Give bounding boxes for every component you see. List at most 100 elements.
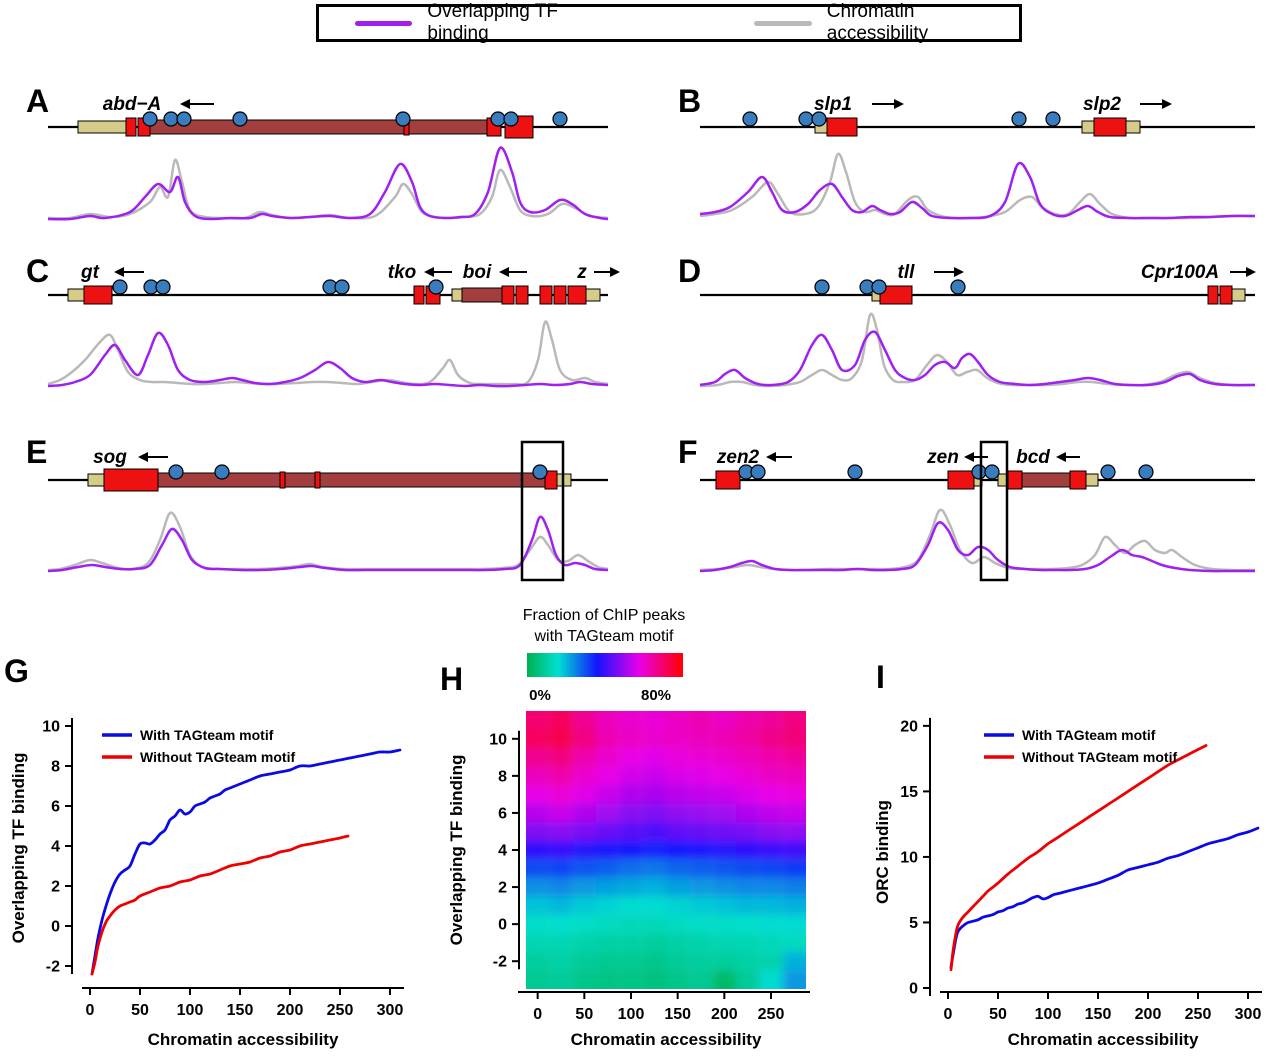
panel-letter-H: H — [440, 661, 463, 697]
orc-site-dot — [847, 464, 863, 480]
colorbar-title-line: with TAGteam motif — [534, 628, 675, 645]
gene-exon-box — [83, 285, 113, 305]
gene-body-box — [461, 287, 503, 303]
x-tick-label: 200 — [711, 1006, 738, 1023]
panel-letter-F: F — [678, 434, 698, 470]
gene-body-box — [149, 119, 488, 135]
gene-exon-box — [1069, 470, 1087, 490]
gene-direction-arrow — [138, 452, 168, 462]
gene-direction-arrow — [766, 452, 792, 462]
gene-tick-box — [314, 471, 321, 489]
orc-site-dot — [142, 111, 158, 127]
series-with-motif — [949, 826, 1260, 969]
orc-site-dot — [971, 464, 987, 480]
x-tick-label: 200 — [277, 1002, 304, 1019]
gene-exon-box — [125, 117, 137, 137]
y-tick-label: -2 — [493, 954, 507, 971]
x-tick-label: 100 — [177, 1002, 204, 1019]
y-axis: 0 5 10 15 20 — [900, 717, 931, 998]
gene-exon-box — [501, 285, 515, 305]
y-tick-label: 5 — [909, 915, 918, 932]
gene-label-tko: tko — [388, 262, 417, 283]
x-tick-label: 200 — [1135, 1006, 1162, 1023]
orc-site-dot — [1011, 111, 1027, 127]
y-axis-title: ORC binding — [873, 800, 892, 904]
gene-utr-box — [1125, 120, 1141, 134]
gene-exon-box — [567, 285, 587, 305]
gene-label-boi: boi — [463, 262, 492, 283]
accessibility-curve — [699, 508, 1256, 572]
legend-entry-label: With TAGteam motif — [1022, 727, 1156, 743]
orc-site-dot — [334, 279, 350, 295]
gene-label-zen2: zen2 — [716, 447, 760, 468]
legend-item-tf-binding: Overlapping TF binding — [355, 1, 622, 45]
orc-site-dot — [428, 279, 444, 295]
gene-utr-box — [87, 473, 105, 487]
orc-site-dot — [811, 111, 827, 127]
gene-exon-box — [879, 285, 913, 305]
gene-tall-box — [103, 468, 159, 492]
orc-site-dot — [163, 111, 179, 127]
highlight-box — [520, 440, 565, 582]
gene-exon-box — [413, 285, 425, 305]
chart-I: I 0 50 100 150 200 250 300 0 5 10 15 20 Chromatin acc… — [873, 659, 1262, 1049]
x-axis-title: Chromatin accessibility — [571, 1030, 762, 1049]
y-tick-label: 6 — [51, 799, 60, 816]
gene-utr-box — [1081, 120, 1095, 134]
gene-tick-box — [279, 471, 286, 489]
y-tick-label: 6 — [498, 805, 507, 822]
colorbar-tick-label: 80% — [641, 687, 671, 704]
x-axis-title: Chromatin accessibility — [148, 1030, 339, 1049]
orc-site-dot — [214, 464, 230, 480]
panel-letter-I: I — [876, 659, 885, 695]
y-tick-label: 0 — [909, 981, 918, 998]
highlight-box — [979, 440, 1009, 582]
y-tick-label: 2 — [51, 879, 60, 896]
tf-binding-curve — [47, 331, 609, 388]
accessibility-curve — [47, 511, 609, 572]
legend-entry-label: Without TAGteam motif — [140, 749, 295, 765]
orc-site-dot — [168, 464, 184, 480]
legend-item-accessibility: Chromatin accessibility — [754, 1, 1019, 45]
orc-site-dot — [742, 111, 758, 127]
heatmap — [526, 711, 806, 989]
x-axis-title: Chromatin accessibility — [1008, 1030, 1199, 1049]
orc-site-dot — [490, 111, 506, 127]
gene-exon-box — [1093, 117, 1127, 137]
x-tick-label: 150 — [1085, 1006, 1112, 1023]
x-tick-label: 250 — [1185, 1006, 1212, 1023]
gene-utr-box — [67, 288, 85, 302]
y-tick-label: 20 — [900, 718, 918, 735]
y-tick-label: 8 — [498, 768, 507, 785]
colorbar — [527, 653, 683, 677]
gene-exon-box — [1219, 285, 1233, 305]
x-tick-label: 50 — [131, 1002, 149, 1019]
gene-direction-arrow — [934, 267, 964, 277]
gene-direction-arrow — [1140, 99, 1172, 109]
x-tick-label: 0 — [86, 1002, 95, 1019]
tf-binding-curve — [699, 330, 1256, 387]
tf-binding-legend-label: Overlapping TF binding — [427, 1, 558, 44]
y-tick-label: -2 — [46, 959, 60, 976]
y-tick-label: 2 — [498, 880, 507, 897]
accessibility-line-swatch — [754, 20, 812, 26]
y-tick-label: 15 — [900, 784, 918, 801]
y-tick-label: 0 — [498, 917, 507, 934]
gene-utr-box — [1085, 473, 1099, 487]
y-tick-label: 4 — [51, 839, 60, 856]
gene-label-zen: zen — [926, 447, 959, 468]
panel-letter-C: C — [26, 253, 49, 289]
y-axis-title: Overlapping TF binding — [447, 755, 466, 946]
legend-entry-label: Without TAGteam motif — [1022, 749, 1177, 765]
x-tick-label: 100 — [618, 1006, 645, 1023]
orc-site-dot — [1045, 111, 1061, 127]
orc-site-dot — [871, 279, 887, 295]
y-tick-label: 10 — [489, 731, 507, 748]
heatmap-cells — [526, 711, 806, 989]
y-axis-title: Overlapping TF binding — [9, 753, 28, 944]
